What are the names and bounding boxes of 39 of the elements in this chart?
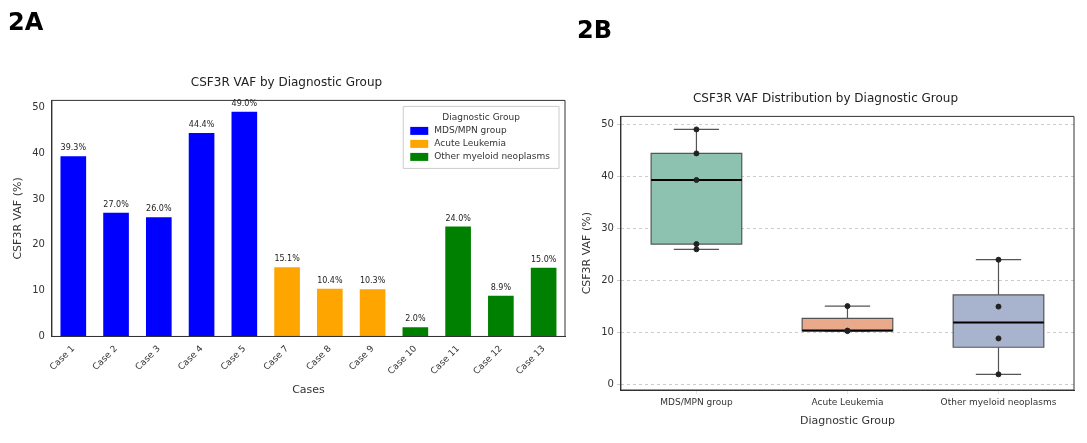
- data-label: 2.0%: [405, 314, 426, 324]
- y-tick-label: 20: [32, 238, 45, 250]
- y-tick-label: 10: [32, 284, 45, 296]
- y-tick-label: 10: [601, 326, 614, 338]
- y-axis-title: CSF3R VAF (%): [11, 177, 25, 260]
- y-tick-label: 30: [601, 222, 614, 234]
- data-label: 10.4%: [317, 275, 343, 285]
- y-tick-label: 0: [607, 378, 614, 390]
- x-axis-title: Diagnostic Group: [799, 414, 896, 428]
- y-tick-label: 50: [601, 117, 614, 129]
- data-label: 24.0%: [445, 213, 472, 223]
- legend-label: Acute Leukemia: [434, 138, 507, 149]
- y-tick-label: 30: [32, 192, 45, 204]
- x-tick-label: Other myeloid neoplasms: [940, 396, 1057, 407]
- y-tick-label: 0: [38, 330, 45, 342]
- data-label: 15.1%: [274, 254, 301, 264]
- x-tick-label: MDS/MPN group: [660, 396, 733, 407]
- data-label: 10.3%: [359, 276, 386, 286]
- x-tick-label: Acute Leukemia: [811, 396, 884, 407]
- y-tick-label: 40: [32, 146, 45, 158]
- legend-label: MDS/MPN group: [434, 125, 507, 136]
- y-tick-label: 40: [601, 169, 614, 181]
- data-label: 49.0%: [231, 98, 258, 108]
- x-axis-title: Cases: [292, 383, 326, 397]
- y-tick-label: 50: [32, 100, 45, 112]
- data-label: 27.0%: [103, 199, 130, 209]
- chart-title: CSF3R VAF by Diagnostic Group: [190, 75, 383, 90]
- chart-title: CSF3R VAF Distribution by Diagnostic Group: [692, 91, 959, 106]
- data-label: 15.0%: [530, 254, 557, 264]
- y-tick-label: 20: [601, 274, 614, 286]
- data-label: 8.9%: [490, 282, 512, 292]
- data-label: 39.3%: [60, 143, 87, 153]
- y-axis-title: CSF3R VAF (%): [580, 212, 594, 295]
- data-label: 26.0%: [146, 204, 172, 214]
- text: 2A: [8, 8, 44, 36]
- data-label: 44.4%: [188, 120, 215, 130]
- text: 2B: [577, 16, 612, 44]
- legend-label: Other myeloid neoplasms: [434, 151, 551, 162]
- legend-title: Diagnostic Group: [442, 112, 521, 123]
